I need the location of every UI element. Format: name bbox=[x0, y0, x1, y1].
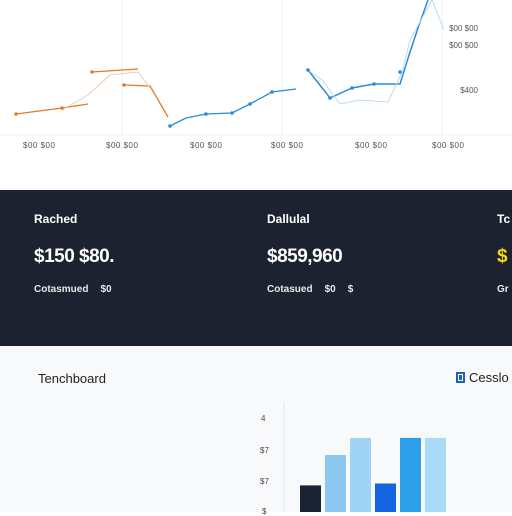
x-tick-label: $00 $00 bbox=[23, 141, 56, 150]
dashboard-section: Tenchboard Cesslo 4 $7 $7 $ bbox=[0, 346, 512, 516]
series-orange-line-3 bbox=[123, 84, 169, 118]
stat-subtext: Gr bbox=[497, 284, 512, 295]
gridlines bbox=[0, 0, 512, 136]
stat-sub-value: $0 bbox=[324, 284, 336, 295]
bar-4 bbox=[375, 483, 396, 512]
stat-value: $150 $80. bbox=[34, 246, 115, 267]
stat-sub-label: Cotasmued bbox=[34, 284, 89, 295]
x-tick-label: $00 $00 bbox=[432, 141, 465, 150]
bar-y-tick: 4 bbox=[261, 414, 266, 423]
bar-y-tick: $7 bbox=[260, 477, 269, 486]
stat-sub-label: Cotasued bbox=[267, 284, 313, 295]
x-tick-label: $00 $00 bbox=[271, 141, 304, 150]
bar-1 bbox=[300, 485, 321, 512]
stat-sub-value: $0 bbox=[100, 284, 112, 295]
y-tick-label: $400 bbox=[460, 86, 478, 95]
console-link-label: Cesslo bbox=[469, 370, 509, 385]
x-tick-label: $00 $00 bbox=[106, 141, 139, 150]
bar-group bbox=[300, 437, 446, 512]
stat-card-rached[interactable]: Rached $150 $80. Cotasmued $0 bbox=[34, 212, 124, 295]
stats-band: Rached $150 $80. Cotasmued $0 Dallulal $8… bbox=[0, 190, 512, 346]
series-light-line bbox=[61, 71, 151, 111]
stat-label: Dallulal bbox=[267, 212, 310, 226]
y-tick-label: $00 $00 bbox=[449, 41, 478, 50]
x-tick-label: $00 $00 bbox=[355, 141, 388, 150]
y-tick-label: $00 $00 bbox=[449, 24, 478, 33]
x-tick-label: $00 $00 bbox=[190, 141, 223, 150]
bar-y-tick: $7 bbox=[260, 446, 269, 455]
line-chart-panel: $00 $00 $00 $00 $00 $00 $00 $00 $00 $00 … bbox=[0, 0, 512, 160]
stat-value: $ bbox=[497, 246, 508, 267]
stat-label: Rached bbox=[34, 212, 78, 226]
bar-5 bbox=[400, 437, 421, 512]
bar-3 bbox=[350, 437, 371, 512]
console-link[interactable]: Cesslo bbox=[456, 370, 509, 385]
bar-6 bbox=[425, 437, 446, 512]
stat-label: Tc bbox=[497, 212, 511, 226]
stat-subtext: Cotasmued $0 bbox=[34, 284, 124, 295]
section-title: Tenchboard bbox=[38, 371, 106, 386]
stat-card-dallulal[interactable]: Dallulal $859,960 Cotasued $0 $ bbox=[267, 212, 365, 295]
stat-sub-label: Gr bbox=[497, 284, 509, 295]
series-orange-line bbox=[15, 103, 89, 115]
stat-subtext: Cotasued $0 $ bbox=[267, 284, 365, 295]
stat-sub-value: $ bbox=[347, 284, 354, 295]
document-icon bbox=[456, 372, 465, 383]
data-points bbox=[14, 68, 402, 128]
series-light-blue-line bbox=[307, 0, 445, 105]
series-orange-line-2 bbox=[91, 68, 139, 73]
series-blue-line-2 bbox=[307, 0, 429, 99]
stat-value: $859,960 bbox=[267, 246, 343, 267]
bar-2 bbox=[325, 455, 346, 512]
line-chart bbox=[0, 0, 512, 136]
stat-card-partial[interactable]: Tc $ Gr bbox=[497, 212, 512, 295]
series-blue-line bbox=[169, 88, 297, 127]
bar-chart bbox=[283, 402, 446, 512]
